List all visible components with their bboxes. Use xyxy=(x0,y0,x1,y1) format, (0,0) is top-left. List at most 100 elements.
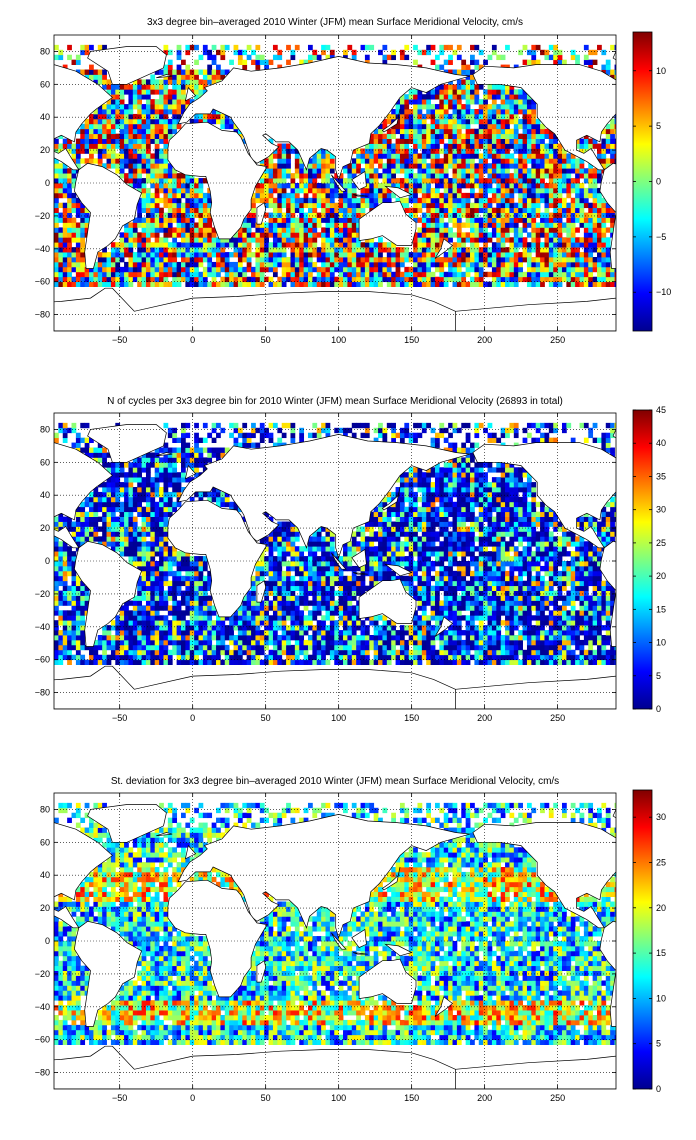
heatmap-cell xyxy=(272,207,278,213)
heatmap-cell xyxy=(505,192,510,199)
heatmap-cell xyxy=(483,113,488,120)
heatmap-cell xyxy=(522,649,528,656)
heatmap-cell xyxy=(89,123,94,130)
heatmap-cell xyxy=(544,261,550,268)
heatmap-cell xyxy=(500,247,506,253)
heatmap-cell xyxy=(470,202,475,209)
heatmap-cell xyxy=(237,654,243,661)
heatmap-cell xyxy=(360,252,366,258)
heatmap-cell xyxy=(496,281,502,287)
heatmap-cell xyxy=(478,649,484,656)
heatmap-cell xyxy=(369,202,375,209)
heatmap-cell xyxy=(264,222,269,228)
heatmap-cell xyxy=(202,227,208,233)
heatmap-cell xyxy=(601,64,607,70)
heatmap-cell xyxy=(378,138,383,144)
heatmap-cell xyxy=(417,197,423,204)
heatmap-cell xyxy=(522,178,528,184)
heatmap-cell xyxy=(570,654,576,661)
heatmap-cell xyxy=(75,257,81,263)
heatmap-cell xyxy=(150,138,156,144)
heatmap-cell xyxy=(378,242,383,248)
heatmap-cell xyxy=(496,202,502,209)
heatmap-cell xyxy=(321,197,326,204)
heatmap-cell xyxy=(145,242,151,248)
heatmap-cell xyxy=(491,109,497,115)
heatmap-cell xyxy=(561,271,567,278)
heatmap-cell xyxy=(145,620,151,626)
heatmap-cell xyxy=(189,187,195,194)
heatmap-cell xyxy=(141,281,147,287)
heatmap-cell xyxy=(487,654,493,661)
heatmap-cell xyxy=(181,183,186,189)
heatmap-cell xyxy=(491,123,497,130)
heatmap-cell xyxy=(483,222,488,228)
heatmap-cell xyxy=(307,217,313,223)
land-polygon xyxy=(455,297,616,331)
heatmap-cell xyxy=(246,261,252,268)
heatmap-cell xyxy=(299,237,305,243)
heatmap-cell xyxy=(159,217,164,223)
heatmap-cell xyxy=(277,252,283,258)
heatmap-cell xyxy=(347,183,353,189)
heatmap-cell xyxy=(159,109,164,115)
heatmap-cell xyxy=(421,118,427,125)
heatmap-cell xyxy=(286,183,291,189)
heatmap-cell xyxy=(176,84,182,90)
heatmap-cell xyxy=(417,266,423,273)
land-masses xyxy=(54,46,616,331)
heatmap-cell xyxy=(557,281,563,287)
heatmap-cell xyxy=(500,222,506,228)
heatmap-cell xyxy=(478,630,484,636)
heatmap-cell xyxy=(356,237,361,243)
heatmap-cell xyxy=(334,649,340,656)
heatmap-cell xyxy=(211,74,217,80)
heatmap-cell xyxy=(132,625,138,631)
heatmap-cell xyxy=(343,625,348,631)
heatmap-cell xyxy=(220,237,226,243)
heatmap-cell xyxy=(84,128,90,135)
heatmap-cell xyxy=(531,192,537,199)
heatmap-cell xyxy=(202,649,208,656)
heatmap-cell xyxy=(500,113,506,120)
heatmap-cell xyxy=(439,49,445,56)
heatmap-cell xyxy=(391,635,396,641)
heatmap-cell xyxy=(373,143,379,149)
heatmap-cell xyxy=(548,148,554,154)
heatmap-cell xyxy=(286,232,291,238)
heatmap-cell xyxy=(452,217,458,223)
heatmap-cell xyxy=(286,257,291,263)
heatmap-cell xyxy=(526,104,532,110)
heatmap-cell xyxy=(535,187,541,194)
heatmap-cell xyxy=(286,192,291,199)
heatmap-cell xyxy=(150,99,156,105)
heatmap-cell xyxy=(570,49,576,56)
heatmap-cell xyxy=(163,630,169,636)
heatmap-cell xyxy=(325,639,331,646)
heatmap-cell xyxy=(329,257,335,263)
heatmap-cell xyxy=(80,44,86,51)
heatmap-cell xyxy=(426,207,432,213)
heatmap-cell xyxy=(531,271,537,278)
heatmap-cell xyxy=(579,659,585,665)
heatmap-cell xyxy=(434,192,440,199)
heatmap-cell xyxy=(421,261,427,268)
heatmap-cell xyxy=(382,266,388,273)
heatmap-cell xyxy=(588,183,594,189)
heatmap-cell xyxy=(382,192,388,199)
heatmap-cell xyxy=(137,207,142,213)
heatmap-cell xyxy=(172,187,178,194)
heatmap-cell xyxy=(448,153,453,159)
heatmap-cell xyxy=(601,232,607,238)
heatmap-cell xyxy=(272,635,278,641)
heatmap-cell xyxy=(491,271,497,278)
heatmap-cell xyxy=(597,168,602,174)
heatmap-cell xyxy=(548,257,554,263)
heatmap-cell xyxy=(434,128,440,135)
heatmap-cell xyxy=(557,54,563,61)
heatmap-cell xyxy=(351,158,357,164)
heatmap-cell xyxy=(167,49,173,56)
heatmap-cell xyxy=(124,649,129,656)
heatmap-cell xyxy=(181,59,186,65)
heatmap-cell xyxy=(172,178,178,184)
